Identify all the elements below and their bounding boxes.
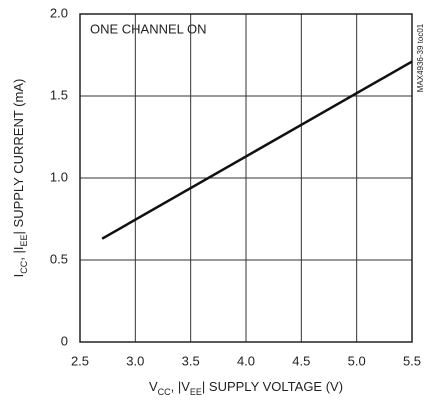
plot-frame (79, 13, 413, 343)
ylabel-part: CC (19, 260, 29, 273)
xlabel: VCC, |VEE| SUPPLY VOLTAGE (V) (149, 379, 343, 397)
x-tick-label: 3.0 (126, 353, 144, 368)
x-tick-label: 3.5 (182, 353, 200, 368)
x-tick-label: 4.0 (237, 353, 255, 368)
ylabel-part: I (11, 274, 26, 278)
x-tick-label: 5.5 (403, 353, 421, 368)
x-tick-label: 2.5 (71, 353, 89, 368)
xlabel-part: V (149, 379, 158, 394)
ylabel-part: , |I (11, 246, 26, 260)
y-tick-label: 2.0 (50, 5, 68, 20)
y-tick-label: 1.5 (50, 87, 68, 102)
data-line (101, 60, 413, 240)
xlabel-part: EE (190, 387, 202, 397)
x-tick-label: 5.0 (348, 353, 366, 368)
x-tick-label: 4.5 (292, 353, 310, 368)
ylabel-part: EE (19, 234, 29, 246)
xlabel-part: , |V (171, 379, 191, 394)
xlabel-part: CC (158, 387, 171, 397)
y-tick-label: 1.0 (50, 169, 68, 184)
y-tick-label: 0.5 (50, 251, 68, 266)
y-tick-label: 0 (61, 333, 68, 348)
ylabel-part: | SUPPLY CURRENT (mA) (11, 79, 26, 235)
ylabel: ICC, |IEE| SUPPLY CURRENT (mA) (11, 79, 29, 278)
xlabel-part: | SUPPLY VOLTAGE (V) (202, 379, 343, 394)
side-note: MAX4936-39 toc01 (416, 23, 425, 92)
annotation: ONE CHANNEL ON (90, 21, 207, 36)
